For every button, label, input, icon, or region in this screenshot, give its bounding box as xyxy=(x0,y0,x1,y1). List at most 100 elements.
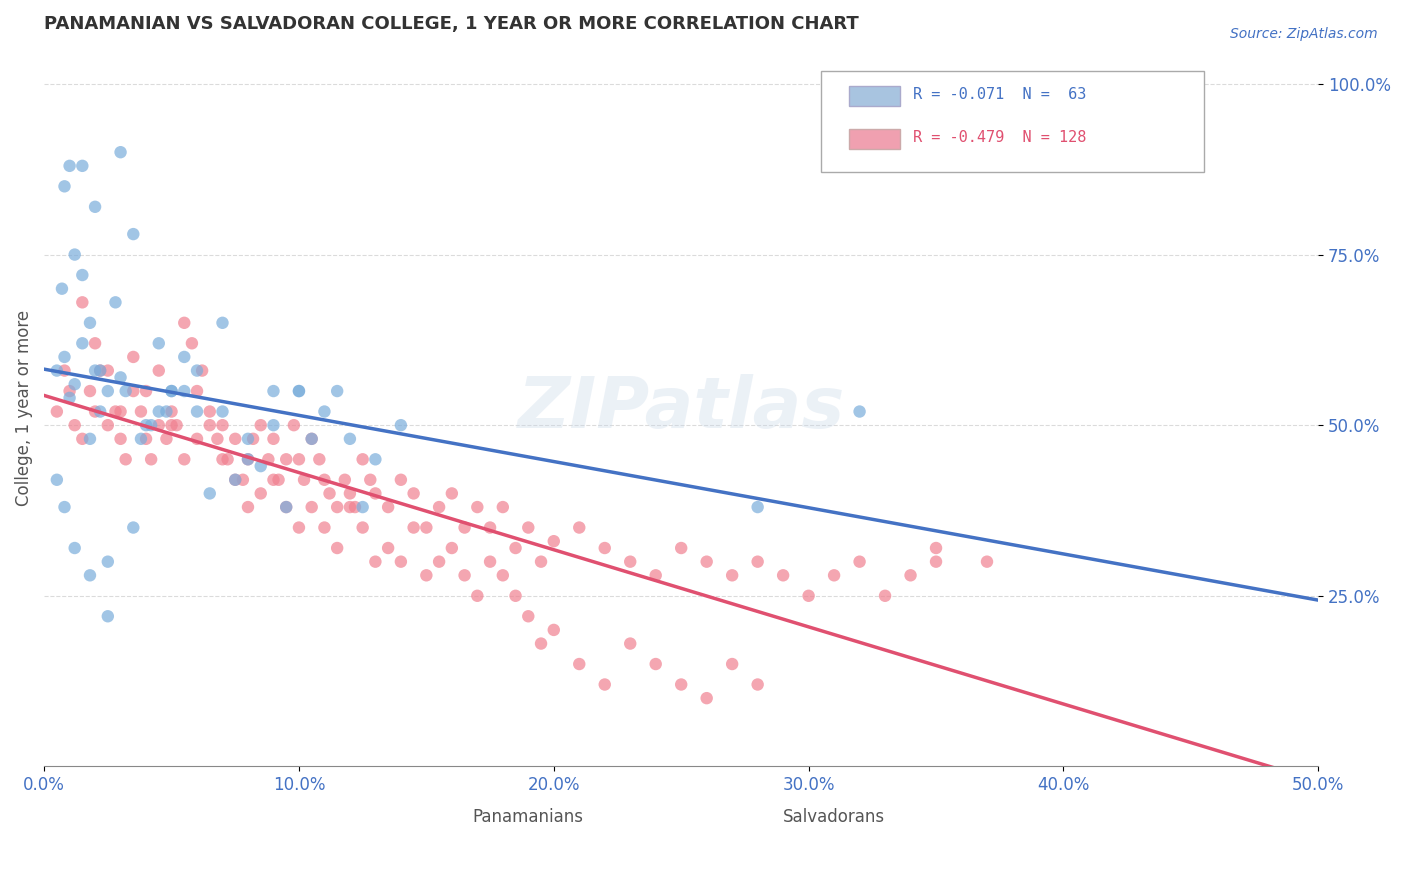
FancyBboxPatch shape xyxy=(681,805,725,827)
Text: PANAMANIAN VS SALVADORAN COLLEGE, 1 YEAR OR MORE CORRELATION CHART: PANAMANIAN VS SALVADORAN COLLEGE, 1 YEAR… xyxy=(44,15,859,33)
Point xyxy=(288,384,311,398)
Point xyxy=(110,145,132,160)
Point xyxy=(427,500,450,514)
Point xyxy=(415,520,437,534)
Point xyxy=(139,452,162,467)
Point xyxy=(155,432,177,446)
Point xyxy=(326,541,349,555)
Point xyxy=(283,418,305,433)
Point xyxy=(568,520,591,534)
Point xyxy=(747,500,769,514)
FancyBboxPatch shape xyxy=(375,805,420,827)
Point xyxy=(568,657,591,671)
Point xyxy=(45,473,67,487)
Point xyxy=(326,384,349,398)
Point xyxy=(900,568,922,582)
Point xyxy=(84,363,107,377)
Point xyxy=(696,555,718,569)
Point xyxy=(402,486,425,500)
Point xyxy=(262,432,284,446)
Point xyxy=(242,432,264,446)
Point xyxy=(63,418,86,433)
Point xyxy=(427,555,450,569)
Point xyxy=(249,418,271,433)
Point xyxy=(207,432,229,446)
Point xyxy=(492,568,515,582)
Point xyxy=(139,418,162,433)
Point xyxy=(364,486,387,500)
Point xyxy=(114,384,136,398)
Point xyxy=(314,520,336,534)
Point xyxy=(925,541,948,555)
Point xyxy=(543,623,565,637)
Point xyxy=(122,350,145,364)
Point xyxy=(148,418,170,433)
Point xyxy=(186,384,208,398)
Point xyxy=(276,500,298,514)
Point xyxy=(198,486,221,500)
Point xyxy=(389,473,412,487)
Point xyxy=(97,418,120,433)
Point xyxy=(465,500,488,514)
Point xyxy=(53,179,76,194)
Point xyxy=(166,418,188,433)
Point xyxy=(848,555,870,569)
Point xyxy=(301,500,323,514)
Point xyxy=(129,432,152,446)
Point xyxy=(465,589,488,603)
Point xyxy=(58,159,80,173)
Point xyxy=(262,384,284,398)
Point xyxy=(236,452,259,467)
Point xyxy=(352,520,374,534)
Point xyxy=(262,473,284,487)
Point xyxy=(180,336,202,351)
Point xyxy=(848,404,870,418)
Point xyxy=(104,404,127,418)
Point xyxy=(72,295,94,310)
Point xyxy=(72,159,94,173)
Point xyxy=(89,404,111,418)
Point xyxy=(58,384,80,398)
Y-axis label: College, 1 year or more: College, 1 year or more xyxy=(15,310,32,506)
Point xyxy=(53,500,76,514)
Point xyxy=(453,520,475,534)
Point xyxy=(224,473,246,487)
Point xyxy=(333,473,356,487)
Point xyxy=(276,500,298,514)
Point xyxy=(505,589,527,603)
Point xyxy=(492,500,515,514)
Point xyxy=(669,541,692,555)
Point xyxy=(359,473,381,487)
Point xyxy=(236,432,259,446)
Point xyxy=(211,316,233,330)
Point xyxy=(110,432,132,446)
Text: Salvadorans: Salvadorans xyxy=(783,807,886,826)
Point xyxy=(53,363,76,377)
Text: R = -0.479  N = 128: R = -0.479 N = 128 xyxy=(912,129,1087,145)
Text: R = -0.071  N =  63: R = -0.071 N = 63 xyxy=(912,87,1087,102)
Point xyxy=(314,473,336,487)
Point xyxy=(155,404,177,418)
Point xyxy=(314,404,336,418)
Point xyxy=(747,555,769,569)
Point xyxy=(440,541,463,555)
Point xyxy=(377,500,399,514)
Point xyxy=(97,384,120,398)
Point xyxy=(402,520,425,534)
Point xyxy=(72,432,94,446)
Point xyxy=(186,432,208,446)
Point xyxy=(505,541,527,555)
Point xyxy=(479,555,502,569)
Point xyxy=(669,677,692,691)
Point xyxy=(364,452,387,467)
Point xyxy=(160,418,183,433)
Point xyxy=(129,404,152,418)
Point xyxy=(160,384,183,398)
Point xyxy=(97,363,120,377)
Point xyxy=(440,486,463,500)
Point xyxy=(721,657,744,671)
Point xyxy=(619,555,641,569)
Point xyxy=(249,486,271,500)
Point xyxy=(45,363,67,377)
Point xyxy=(308,452,330,467)
